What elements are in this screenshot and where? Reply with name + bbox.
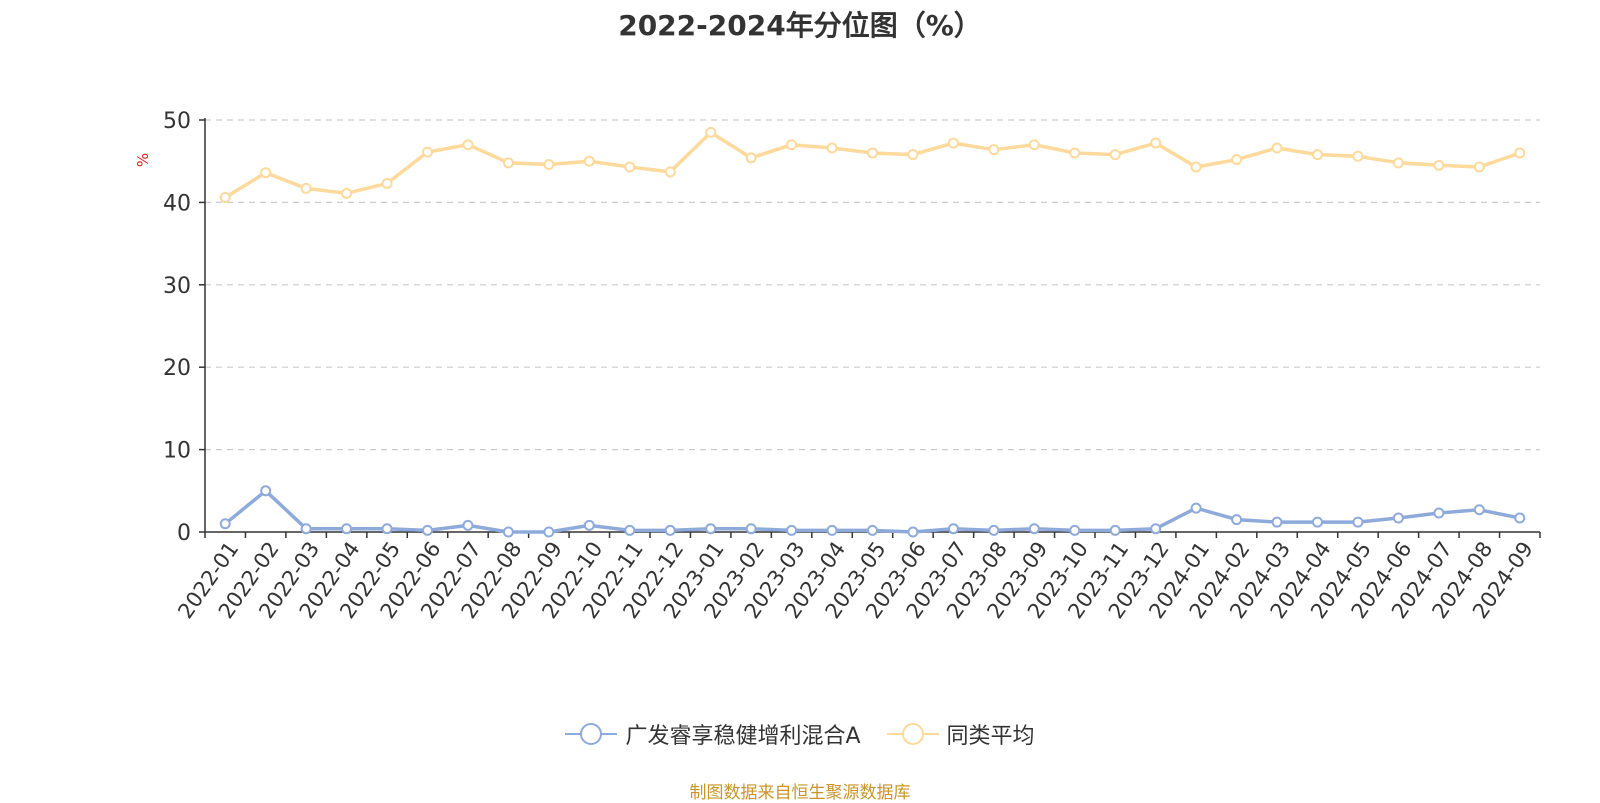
data-point xyxy=(947,523,959,535)
series-points xyxy=(219,126,1526,538)
data-point xyxy=(1312,516,1323,528)
y-tick-label: 20 xyxy=(163,356,191,381)
data-point xyxy=(745,523,757,535)
data-point xyxy=(583,519,595,531)
data-point xyxy=(1150,137,1162,149)
data-point xyxy=(260,485,272,497)
chart-title: 2022-2024年分位图（%） xyxy=(618,9,982,42)
data-point xyxy=(907,149,919,161)
source-note: 制图数据来自恒生聚源数据库 xyxy=(689,783,911,803)
data-point xyxy=(1069,524,1081,536)
data-point xyxy=(300,523,312,535)
data-point xyxy=(260,167,272,179)
series-lines xyxy=(224,130,1521,534)
y-axis-label: % xyxy=(134,153,152,167)
data-point xyxy=(907,526,919,538)
data-point xyxy=(1109,524,1121,536)
data-point xyxy=(867,147,878,159)
data-point xyxy=(1231,514,1243,526)
data-point xyxy=(1028,523,1040,535)
data-point xyxy=(1392,512,1404,524)
data-point xyxy=(786,139,798,151)
data-point xyxy=(462,519,474,531)
data-point xyxy=(786,524,798,536)
y-tick-label: 30 xyxy=(163,274,191,299)
data-point xyxy=(745,152,757,164)
legend-label-average: 同类平均 xyxy=(946,724,1035,749)
data-point xyxy=(1271,142,1283,154)
data-point xyxy=(826,142,838,154)
data-point xyxy=(664,166,676,178)
data-point xyxy=(1028,139,1040,151)
data-point xyxy=(988,144,1000,156)
data-point xyxy=(543,158,555,170)
data-point xyxy=(1433,507,1445,519)
data-point xyxy=(1473,161,1485,173)
data-point xyxy=(502,157,514,169)
data-point xyxy=(1150,523,1162,535)
series-line-1 xyxy=(224,130,1521,199)
y-tick-label: 50 xyxy=(163,109,191,134)
data-point xyxy=(219,518,231,530)
data-point xyxy=(381,523,393,535)
data-point xyxy=(502,526,514,538)
data-point xyxy=(624,161,636,173)
legend-item-average[interactable]: 同类平均 xyxy=(886,718,1035,750)
data-point xyxy=(1312,149,1323,161)
data-point xyxy=(1514,147,1526,159)
data-point xyxy=(300,182,312,194)
data-point xyxy=(1473,504,1485,516)
gridlines xyxy=(205,119,1540,451)
legend: 广发睿享稳健增利混合A 同类平均 xyxy=(0,718,1600,750)
data-point xyxy=(219,191,231,203)
legend-item-fund[interactable]: 广发睿享稳健增利混合A xyxy=(565,718,861,750)
legend-label-fund: 广发睿享稳健增利混合A xyxy=(625,724,861,749)
data-point xyxy=(1352,516,1364,528)
data-point xyxy=(1392,157,1404,169)
data-point xyxy=(988,524,1000,536)
data-point xyxy=(1231,154,1243,166)
y-tick-label: 10 xyxy=(163,439,191,464)
data-point xyxy=(705,126,717,138)
data-point xyxy=(1433,159,1445,171)
data-point xyxy=(826,524,838,536)
y-tick-label: 0 xyxy=(177,521,191,546)
legend-average-marker-icon xyxy=(886,723,939,745)
data-point xyxy=(1514,512,1526,524)
data-point xyxy=(1069,147,1081,159)
data-point xyxy=(1271,516,1283,528)
data-point xyxy=(664,524,676,536)
data-point xyxy=(341,187,353,199)
data-point xyxy=(867,524,878,536)
data-point xyxy=(705,523,717,535)
data-point xyxy=(1190,502,1202,514)
data-point xyxy=(381,177,393,189)
data-point xyxy=(422,524,433,536)
data-point xyxy=(583,155,595,167)
data-point xyxy=(1190,161,1202,173)
y-tick-label: 40 xyxy=(163,191,191,216)
data-point xyxy=(543,526,555,538)
data-point xyxy=(341,523,353,535)
data-point xyxy=(1352,150,1364,162)
legend-fund-marker-icon xyxy=(565,723,618,745)
data-point xyxy=(422,146,433,158)
data-point xyxy=(1109,149,1121,161)
data-point xyxy=(462,139,474,151)
data-point xyxy=(624,524,636,536)
data-point xyxy=(947,137,959,149)
